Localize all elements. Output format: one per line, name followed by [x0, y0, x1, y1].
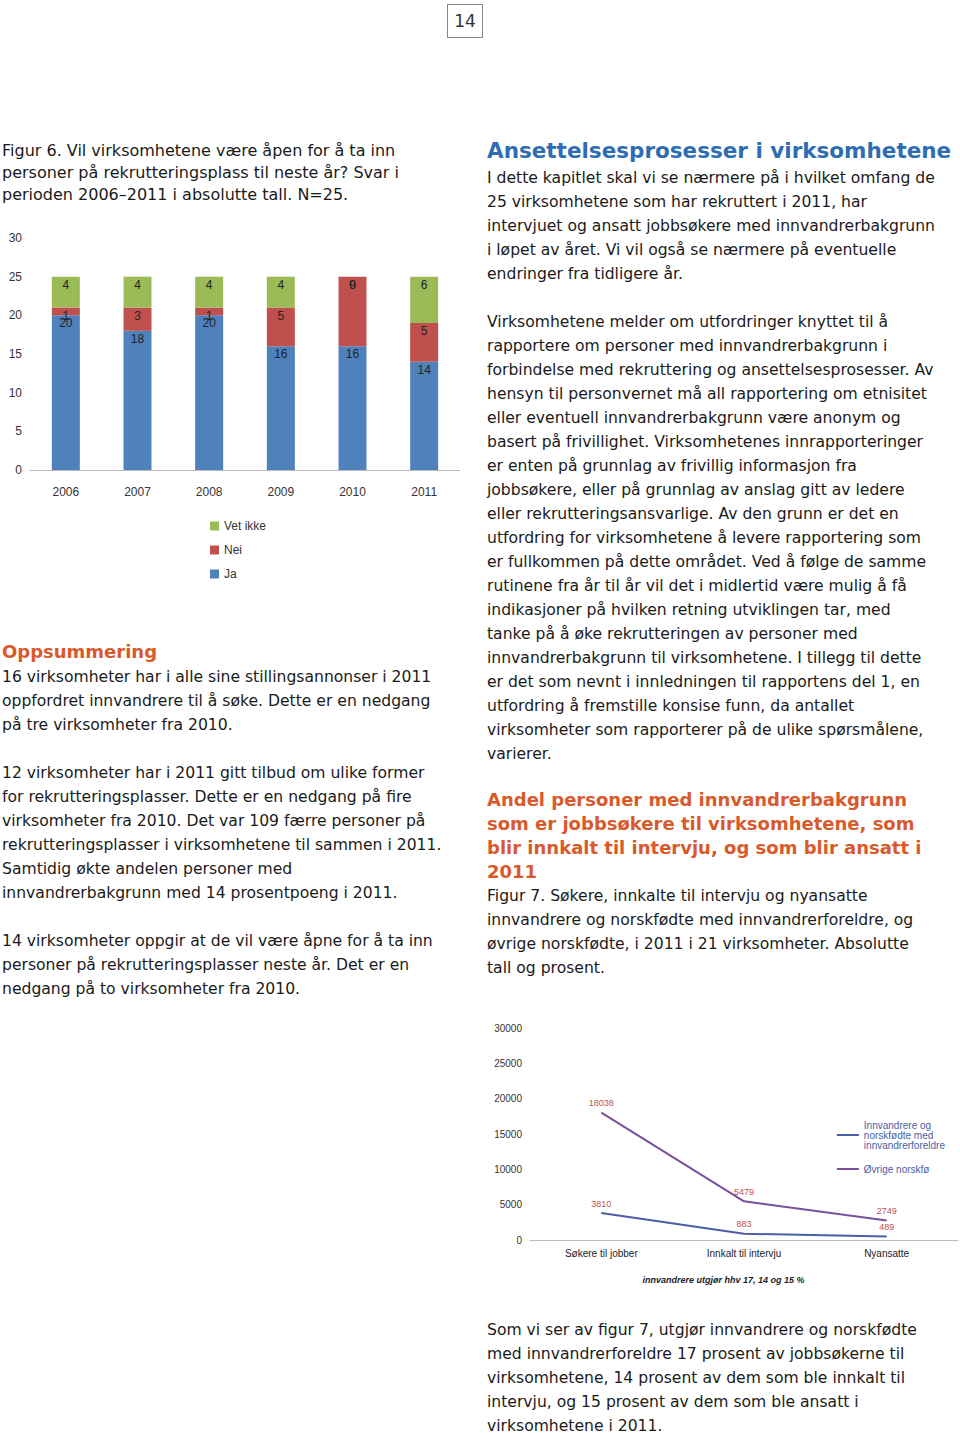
svg-text:25000: 25000 [494, 1058, 522, 1069]
svg-text:norskfødte med: norskfødte med [863, 1129, 937, 1141]
html-text:12 virksomheter har i 2011 git: 12 virksomheter har i 2011 gitt tilbud o… [2, 764, 442, 902]
svg-text:0: 0 [349, 278, 356, 292]
svg-text:14: 14 [417, 363, 431, 377]
svg-text:Søkere til jobber: Søkere til jobber [565, 1248, 638, 1259]
svg-text:4: 4 [134, 278, 141, 292]
svg-text:489: 489 [879, 1222, 894, 1232]
svg-text:Innvandrere og: Innvandrere og [863, 1119, 934, 1131]
html-text:14 virksomheter oppgir at de v: 14 virksomheter oppgir at de vil være åp… [2, 932, 433, 998]
svg-text:3810: 3810 [591, 1199, 611, 1209]
svg-text:16: 16 [274, 347, 288, 361]
svg-text:1: 1 [62, 309, 69, 323]
svg-text:18: 18 [131, 332, 145, 346]
svg-text:2007: 2007 [124, 485, 151, 499]
svg-text:5: 5 [421, 324, 428, 338]
svg-text:Vet ikke: Vet ikke [224, 519, 266, 533]
svg-text:883: 883 [736, 1219, 751, 1229]
svg-text:5: 5 [15, 424, 22, 438]
html-text:Oppsummering: Oppsummering [2, 641, 158, 662]
svg-text:2749: 2749 [877, 1206, 897, 1216]
svg-text:10: 10 [9, 386, 23, 400]
svg-text:Nei: Nei [224, 543, 242, 557]
svg-text:20: 20 [9, 308, 23, 322]
svg-text:Innkalt til intervju: Innkalt til intervju [707, 1248, 781, 1259]
html-text:Andel personer med innvandrerb: Andel personer med innvandrerbakgrunn so… [487, 789, 922, 882]
svg-text:2009: 2009 [267, 485, 294, 499]
svg-text:25: 25 [9, 270, 23, 284]
svg-text:16: 16 [346, 347, 360, 361]
html-text:Figur 7. Søkere, innkalte til: Figur 7. Søkere, innkalte til intervju o… [487, 887, 914, 977]
svg-text:20: 20 [202, 316, 216, 331]
html-text:Ansettelsesprosesser i virksom: Ansettelsesprosesser i virksomhetene [487, 138, 952, 163]
svg-text:3: 3 [134, 309, 141, 323]
svg-text:4: 4 [62, 278, 69, 292]
svg-text:innvandrerforeldre: innvandrerforeldre [864, 1140, 946, 1151]
svg-text:2011: 2011 [411, 485, 437, 499]
svg-text:0: 0 [15, 463, 22, 477]
svg-text:Ja: Ja [224, 567, 237, 581]
svg-text:innvandrere utgjør hhv 17, 14: innvandrere utgjør hhv 17, 14 og 15 % [642, 1275, 804, 1285]
svg-text:Øvrige norskfø: Øvrige norskfø [864, 1164, 930, 1175]
svg-text:18038: 18038 [589, 1098, 614, 1108]
html-text:I dette kapitlet skal vi se næ: I dette kapitlet skal vi se nærmere på i… [487, 169, 935, 283]
svg-text:2010: 2010 [339, 485, 366, 499]
svg-text:20000: 20000 [494, 1093, 522, 1104]
svg-text:30: 30 [9, 231, 23, 245]
svg-text:5479: 5479 [734, 1187, 754, 1197]
svg-text:2006: 2006 [52, 485, 79, 499]
svg-text:20: 20 [59, 316, 73, 331]
html-text:Virksomhetene melder om utford: Virksomhetene melder om utfordringer kny… [487, 313, 934, 763]
svg-text:15: 15 [9, 347, 23, 361]
svg-text:5000: 5000 [500, 1199, 523, 1210]
svg-text:30000: 30000 [494, 1023, 522, 1034]
svg-text:5: 5 [277, 309, 284, 323]
html-text:16 virksomheter har i alle sin: 16 virksomheter har i alle sine stilling… [2, 668, 432, 734]
svg-text:15000: 15000 [494, 1129, 522, 1140]
svg-text:1: 1 [206, 309, 213, 323]
svg-text:10000: 10000 [494, 1164, 522, 1175]
svg-text:4: 4 [277, 278, 284, 292]
svg-text:Nyansatte: Nyansatte [864, 1248, 909, 1259]
svg-text:4: 4 [206, 278, 213, 292]
svg-text:6: 6 [421, 278, 428, 292]
html-text:Figur 6. Vil virksomhetene vær: Figur 6. Vil virksomhetene være åpen for… [2, 141, 399, 204]
svg-text:2008: 2008 [196, 485, 223, 499]
svg-text:0: 0 [516, 1235, 522, 1246]
html-text:14: 14 [454, 11, 476, 31]
svg-text:9: 9 [349, 278, 356, 292]
